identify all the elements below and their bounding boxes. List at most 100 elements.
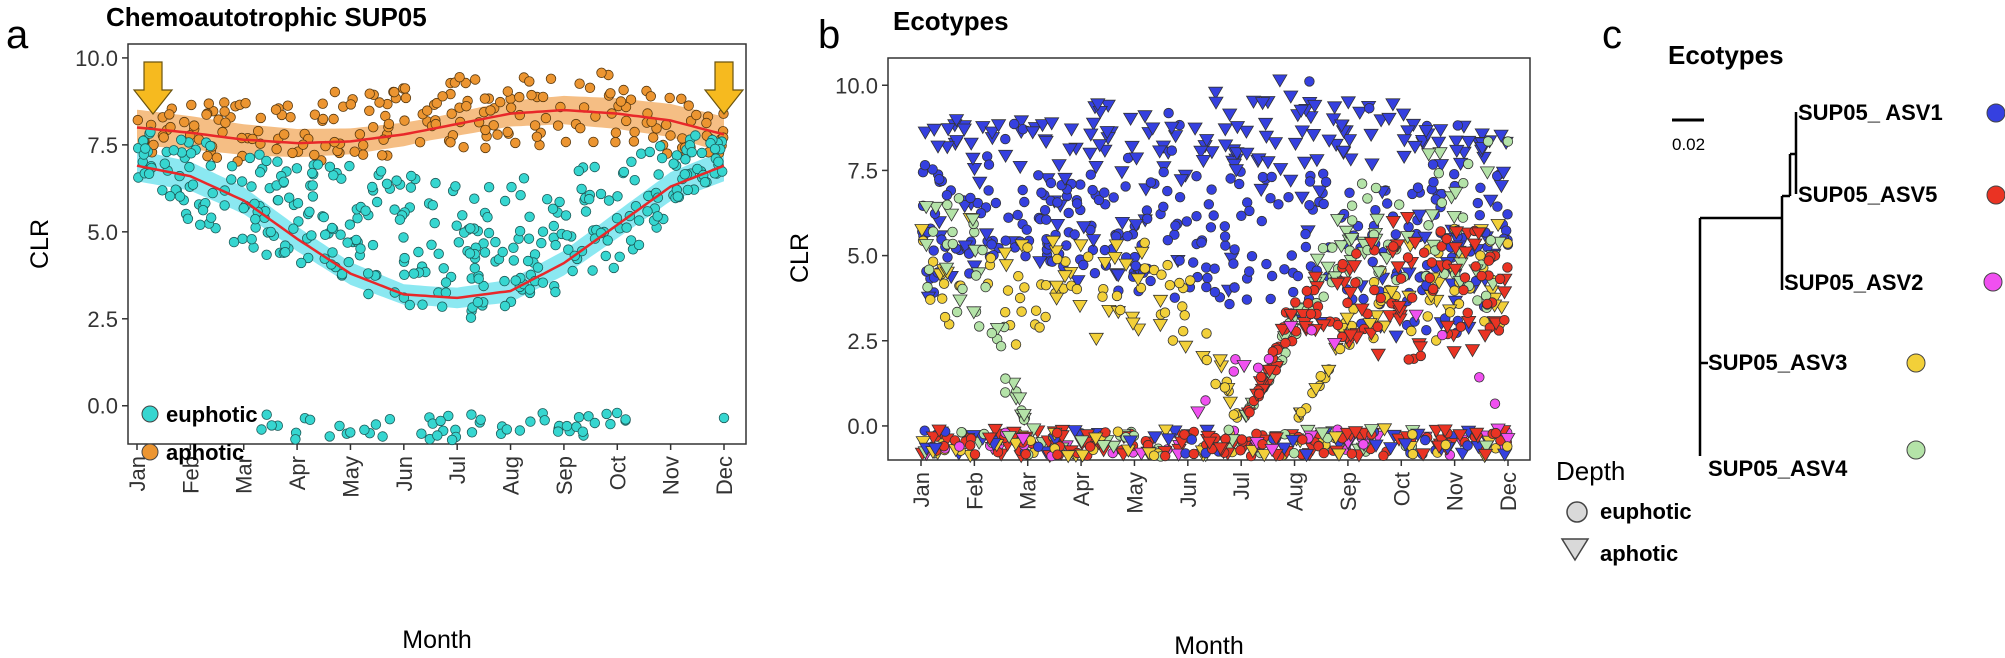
panel-a-euphotic-point (483, 181, 495, 193)
panel-a-euphotic-point (290, 434, 301, 445)
panel-b-asv1-point (1166, 145, 1178, 156)
panel-a-aphotic-point (399, 83, 411, 94)
panel-b-low-point (1490, 443, 1501, 454)
panel-b-asv1-point (1158, 201, 1169, 213)
panel-a-aphotic-point (492, 129, 503, 140)
panel-b-asv1-point (1019, 196, 1030, 208)
panel-a-euphotic-point (542, 193, 553, 205)
panel-b-asv5-point (1354, 303, 1370, 317)
panel-a-euphotic-point (334, 420, 345, 432)
panel-a-x-tick-label: Jul (445, 456, 470, 484)
panel-b-asv4-point (927, 226, 939, 237)
panel-a-down-arrow (132, 61, 174, 115)
tree-leaf-asv4-marker (1906, 440, 1926, 460)
panel-b-asv1-point (986, 239, 997, 250)
panel-a-euphotic-point (307, 167, 318, 179)
panel-b-asv5-point (1369, 284, 1380, 296)
panel-b-asv4-point (1330, 214, 1346, 228)
panel-b-asv1-point (1158, 166, 1169, 178)
panel-b-asv1-point (1128, 219, 1144, 233)
panel-b-asv3-point (914, 224, 930, 238)
panel-a-euphotic-point (713, 156, 724, 168)
panel-b-low-point (1179, 429, 1190, 440)
panel-b-asv1-point (1085, 169, 1097, 180)
panel-a-euphotic-point (296, 257, 307, 269)
panel-a-aphotic-point (186, 99, 197, 111)
panel-b-y-label: CLR (786, 233, 814, 283)
panel-a-euphotic-point (618, 166, 630, 178)
panel-b-low-point (1358, 439, 1369, 450)
panel-a-aphotic-point (691, 109, 702, 121)
panel-a-aphotic-point (505, 102, 517, 114)
panel-b-asv4-point (986, 327, 998, 339)
panel-a-title: Chemoautotrophic SUP05 (106, 2, 427, 32)
panel-a-aphotic-point (531, 131, 543, 143)
panel-b-asv3-point (1219, 382, 1231, 393)
panel-b-asv4-point (1327, 242, 1338, 253)
panel-a-euphotic-point (655, 140, 666, 152)
panel-b-asv2-point (1228, 366, 1240, 377)
panel-b-asv1-point (1396, 134, 1413, 148)
panel-b-asv1-point (1057, 172, 1073, 186)
panel-a-euphotic-point (205, 140, 216, 152)
panel-b-asv1-point (1229, 147, 1245, 161)
panel-b-asv3-point (1097, 256, 1113, 271)
panel-b-asv5-point (1262, 364, 1278, 378)
panel-b-asv4-point (1346, 215, 1358, 226)
panel-a-euphotic-point (352, 212, 363, 224)
panel-b-asv2-point (1190, 406, 1206, 420)
panel-b-asv1-point (1208, 96, 1224, 110)
panel-b-asv4-point (977, 244, 988, 256)
panel-a-euphotic-point (254, 149, 265, 160)
panel-a-x-tick-label: Aug (499, 456, 524, 495)
panel-b-asv3-point (1130, 273, 1146, 287)
panel-a-euphotic-point (469, 262, 481, 274)
panel-b-asv1-point (1122, 230, 1133, 242)
panel-b-asv1-point (1452, 120, 1464, 131)
panel-b-asv1-point (1036, 187, 1047, 198)
panel-b-x-tick-label: May (1122, 472, 1147, 514)
panel-b-low-point (1419, 434, 1431, 446)
panel-b-asv1-point (1181, 216, 1193, 227)
panel-a-euphotic-point (524, 284, 536, 295)
panel-b-asv1-point (1204, 146, 1220, 160)
panel-b-asv3-point (1453, 298, 1465, 310)
panel-b-asv1-point (1335, 145, 1352, 159)
panel-b-asv3-point (1444, 307, 1456, 318)
panel-a-aphotic-point (615, 96, 627, 107)
panel-a-aphotic-point (665, 130, 676, 141)
panel-a-euphotic-point (497, 246, 508, 258)
panel-b-asv1-point (939, 141, 955, 155)
panel-b-asv3-point (1228, 409, 1240, 420)
panel-b-asv1-point (1163, 107, 1174, 119)
panel-a-aphotic-point (588, 136, 599, 148)
panel-a-euphotic-point (197, 204, 209, 216)
panel-a-aphotic-point (219, 97, 230, 108)
panel-a-euphotic-point (537, 226, 549, 237)
panel-b-asv4-point (1485, 235, 1497, 246)
panel-b-asv5-point (1448, 226, 1465, 240)
panel-a-aphotic-point (458, 141, 469, 153)
panel-b-asv3-point (1040, 311, 1051, 323)
panel-a-euphotic-point (653, 169, 664, 180)
panel-b-asv1-point (1120, 181, 1131, 192)
panel-b-asv4-point (1423, 220, 1434, 231)
panel-a-euphotic-point (273, 194, 284, 206)
panel-a-euphotic-point (344, 160, 355, 172)
panel-b-x-tick-label: Jul (1229, 472, 1254, 500)
panel-b-asv1-point (1294, 125, 1310, 139)
panel-b-asv4-point (1448, 186, 1464, 200)
panel-a-legend-euphotic-marker (141, 405, 159, 423)
panel-b-asv4-point (951, 306, 963, 318)
panel-b-asv1-point (1038, 135, 1054, 149)
panel-a-aphotic-point (240, 97, 251, 109)
panel-b-low-point (1074, 435, 1090, 449)
panel-b-asv5-point (1494, 273, 1506, 285)
panel-a-euphotic-point (603, 195, 615, 206)
panel-a-points (132, 67, 730, 446)
panel-a-euphotic-point (584, 193, 595, 205)
panel-b-low-point (1148, 450, 1160, 461)
panel-b-asv2-point (1252, 362, 1264, 374)
panel-a-euphotic-point (318, 211, 330, 223)
panel-a-aphotic-point (389, 86, 400, 98)
